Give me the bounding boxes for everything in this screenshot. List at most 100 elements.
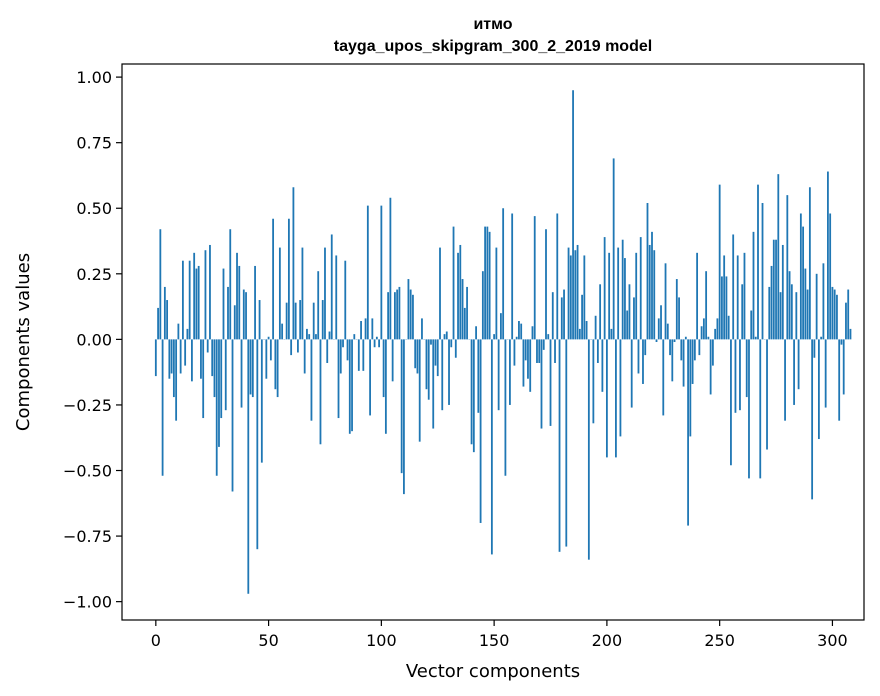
- bar: [669, 339, 671, 356]
- bar: [766, 339, 768, 450]
- bar: [522, 339, 525, 387]
- bar: [258, 300, 261, 340]
- bar: [527, 339, 529, 379]
- bar: [612, 158, 615, 340]
- y-tick-label: −1.00: [63, 593, 112, 612]
- bar: [585, 321, 588, 340]
- x-tick-label: 200: [592, 631, 623, 650]
- y-tick-label: −0.75: [63, 527, 112, 546]
- bar: [213, 339, 216, 398]
- y-tick-label: 0.25: [76, 265, 112, 284]
- bar: [599, 284, 602, 340]
- bar: [251, 339, 254, 398]
- bar: [799, 213, 802, 340]
- y-axis-label: Components values: [13, 253, 34, 431]
- bar: [605, 339, 608, 458]
- bar: [576, 244, 579, 340]
- bar: [276, 339, 279, 398]
- bar: [662, 339, 665, 416]
- bar: [292, 187, 295, 340]
- x-axis-label: Vector components: [406, 661, 580, 682]
- bar: [815, 273, 818, 340]
- bar: [441, 339, 444, 411]
- bar: [299, 300, 302, 340]
- bar: [714, 328, 717, 340]
- bar: [285, 302, 288, 340]
- bar: [472, 339, 475, 453]
- bar: [369, 339, 371, 416]
- bar: [504, 339, 507, 476]
- bar: [475, 326, 477, 340]
- bar: [439, 247, 441, 340]
- bar: [680, 339, 683, 361]
- bar: [820, 336, 823, 340]
- bar: [290, 339, 293, 356]
- bar: [768, 286, 771, 340]
- bar: [793, 339, 795, 405]
- bar: [709, 339, 712, 395]
- bar: [691, 339, 694, 384]
- bar: [364, 318, 367, 340]
- bar: [254, 265, 256, 340]
- bar: [849, 328, 852, 340]
- bar: [802, 226, 805, 340]
- bar: [560, 297, 563, 340]
- bar: [757, 184, 759, 340]
- bar: [493, 334, 496, 340]
- bar: [200, 339, 202, 379]
- bar: [531, 326, 534, 340]
- bar: [175, 339, 178, 421]
- bar: [414, 339, 417, 369]
- bar: [360, 321, 362, 340]
- bar: [161, 339, 164, 476]
- bar: [596, 339, 599, 363]
- bar: [804, 268, 807, 340]
- bar: [344, 260, 347, 340]
- bar: [247, 339, 250, 594]
- bar: [549, 339, 552, 426]
- y-tick-label: 0.75: [76, 134, 112, 153]
- x-tick-label: 0: [151, 631, 161, 650]
- bar: [808, 187, 811, 340]
- bar: [488, 231, 491, 340]
- bar: [477, 339, 480, 413]
- x-tick-label: 300: [817, 631, 848, 650]
- bar: [312, 302, 315, 340]
- bar: [272, 218, 275, 340]
- bar: [236, 252, 238, 340]
- bar: [779, 292, 782, 340]
- bar: [711, 339, 714, 366]
- bar: [209, 244, 211, 340]
- bar: [705, 271, 708, 340]
- bar: [836, 294, 838, 340]
- bar: [452, 226, 455, 340]
- bar: [558, 339, 561, 552]
- plot-frame: [121, 63, 865, 621]
- bar: [380, 205, 383, 340]
- bar: [353, 334, 356, 340]
- bar: [249, 339, 252, 395]
- bar: [328, 331, 331, 340]
- bar: [603, 237, 606, 340]
- bar: [655, 339, 658, 342]
- bar: [499, 313, 502, 340]
- bar: [294, 302, 297, 340]
- bar: [348, 339, 351, 434]
- bar: [633, 297, 635, 340]
- bar: [563, 289, 565, 340]
- bar: [315, 334, 317, 340]
- bar: [813, 339, 816, 358]
- bar: [657, 318, 660, 340]
- bar: [790, 284, 793, 340]
- bar: [748, 339, 750, 479]
- bar: [833, 289, 836, 340]
- y-tick-label: 0.00: [76, 330, 112, 349]
- bar: [725, 276, 728, 340]
- bar: [781, 244, 784, 340]
- bar: [191, 339, 193, 382]
- bar: [481, 271, 484, 340]
- bar: [362, 339, 365, 371]
- bar: [400, 339, 403, 474]
- bar: [700, 326, 703, 340]
- bar: [403, 339, 405, 495]
